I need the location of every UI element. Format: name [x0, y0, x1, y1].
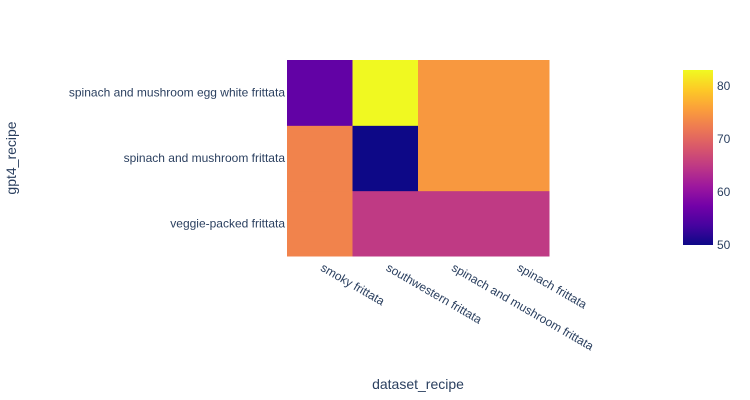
- x-axis-title: dataset_recipe: [372, 376, 464, 392]
- heatmap-cell: [418, 125, 484, 192]
- colorbar-tick-label: 50: [717, 238, 731, 252]
- heatmap-cells: [287, 60, 550, 257]
- colorbar: 50 60 70 80: [683, 70, 731, 252]
- colorbar-tick-label: 60: [717, 185, 731, 199]
- heatmap-cell: [352, 60, 419, 126]
- colorbar-tick-label: 80: [717, 79, 731, 93]
- heatmap-cell: [418, 60, 484, 126]
- colorbar-gradient: [683, 70, 713, 245]
- y-axis-title: gpt4_recipe: [3, 121, 19, 194]
- heatmap-cell: [418, 190, 484, 257]
- y-tick-label: spinach and mushroom egg white frittata: [69, 86, 285, 100]
- heatmap-cell: [483, 125, 550, 192]
- heatmap-cell: [287, 190, 353, 257]
- heatmap-cell: [287, 125, 353, 192]
- heatmap-cell: [287, 60, 353, 126]
- heatmap-cell: [483, 60, 550, 126]
- y-axis-tick-labels: veggie-packed frittata spinach and mushro…: [69, 86, 285, 231]
- heatmap-cell: [352, 190, 419, 257]
- colorbar-tick-label: 70: [717, 132, 731, 146]
- heatmap-cell: [483, 190, 550, 257]
- x-tick-label: smoky frittata: [318, 260, 387, 308]
- y-tick-label: veggie-packed frittata: [170, 216, 285, 230]
- heatmap-cell: [352, 125, 419, 192]
- y-tick-label: spinach and mushroom frittata: [124, 151, 286, 165]
